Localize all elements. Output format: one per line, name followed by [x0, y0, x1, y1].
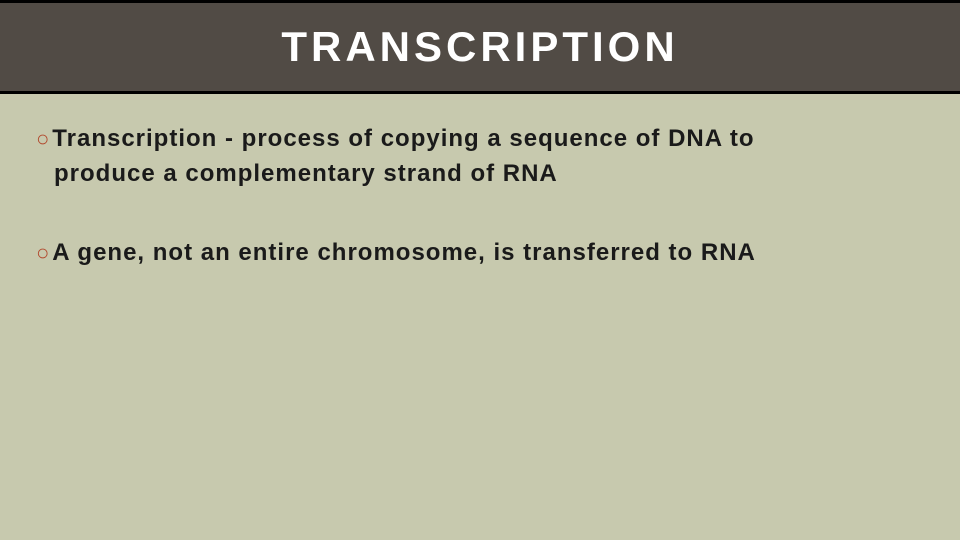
slide-body: ○Transcription - process of copying a se… — [0, 94, 960, 342]
bullet-text-line1: A gene, not an entire chromosome, is tra… — [52, 239, 756, 266]
bullet-text-line1: Transcription - process of copying a seq… — [52, 125, 754, 152]
bullet-item: ○A gene, not an entire chromosome, is tr… — [36, 236, 924, 271]
bullet-item: ○Transcription - process of copying a se… — [36, 122, 924, 192]
slide-header: TRANSCRIPTION — [0, 0, 960, 94]
bullet-marker-icon: ○ — [36, 126, 50, 151]
bullet-marker-icon: ○ — [36, 240, 50, 265]
bullet-text-line2: produce a complementary strand of RNA — [36, 160, 558, 187]
slide-title: TRANSCRIPTION — [0, 23, 960, 71]
